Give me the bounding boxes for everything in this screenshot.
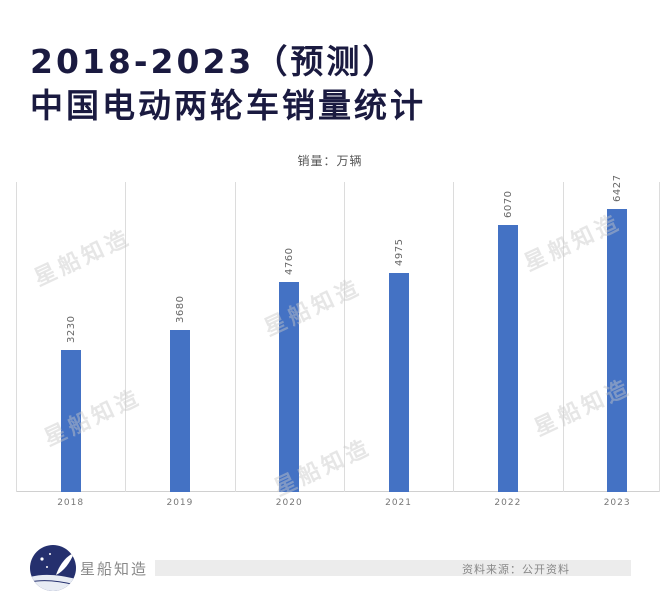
gridline-vertical xyxy=(562,182,564,492)
data-source: 资料来源：公开资料 xyxy=(462,563,570,576)
page-title: 2018-2023（预测） 中国电动两轮车销量统计 xyxy=(30,40,426,128)
x-tick-label: 2018 xyxy=(57,498,85,508)
chart-unit-label: 销量：万辆 xyxy=(297,154,363,168)
data-label-2019: 3680 xyxy=(174,295,186,323)
chart-plot-area: 3230 3680 4760 4975 6070 6427 xyxy=(16,175,660,492)
footer-strip xyxy=(155,560,631,576)
data-label-2021: 4975 xyxy=(393,238,405,266)
brand-name: 星船知造 xyxy=(80,560,149,578)
title-line-1: 2018-2023（预测） xyxy=(30,42,399,81)
bar-2020 xyxy=(279,282,300,492)
gridline-vertical xyxy=(453,182,455,492)
bar-2023 xyxy=(607,209,628,492)
bar-2019 xyxy=(169,329,190,492)
gridline-vertical xyxy=(234,182,236,492)
gridline-vertical xyxy=(125,182,127,492)
bar-2018 xyxy=(60,349,81,492)
data-label-2018: 3230 xyxy=(65,315,77,343)
brand-logo-icon xyxy=(30,545,76,591)
x-tick-label: 2022 xyxy=(494,498,522,508)
title-line-2: 中国电动两轮车销量统计 xyxy=(30,86,426,125)
x-tick-label: 2019 xyxy=(166,498,194,508)
bar-2021 xyxy=(388,272,409,492)
gridline-vertical xyxy=(343,182,345,492)
x-axis-line xyxy=(16,491,660,492)
x-tick-label: 2020 xyxy=(275,498,303,508)
data-label-2023: 6427 xyxy=(612,174,624,202)
data-label-2022: 6070 xyxy=(502,190,514,218)
bar-2022 xyxy=(497,224,518,492)
x-tick-label: 2021 xyxy=(385,498,412,508)
gridline-vertical xyxy=(16,182,17,492)
data-label-2020: 4760 xyxy=(284,247,296,276)
x-tick-label: 2023 xyxy=(603,498,631,508)
